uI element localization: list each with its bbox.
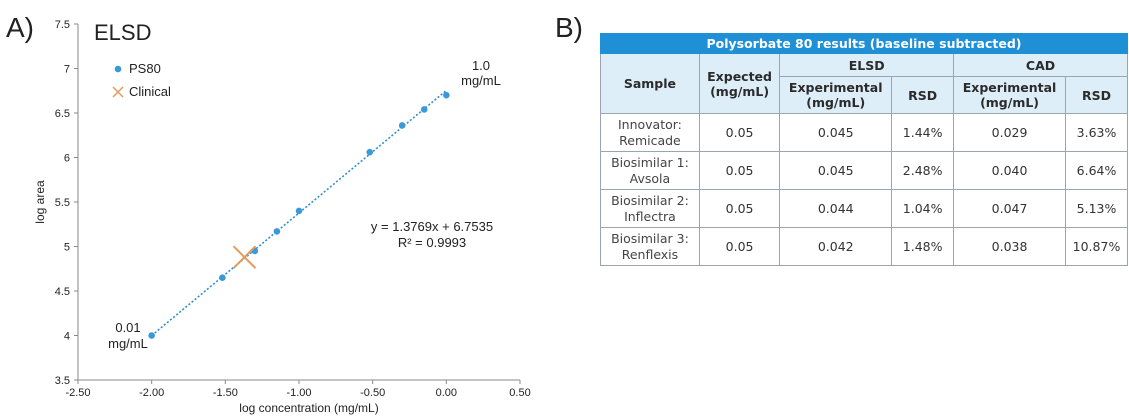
sample-line2: Avsola <box>629 170 671 186</box>
header-sample: Sample <box>600 53 700 114</box>
data-point-ps80 <box>295 207 303 215</box>
y-tick-label: 4.5 <box>55 286 70 298</box>
cad-experimental-cell: 0.029 <box>953 113 1066 152</box>
data-point-ps80 <box>366 148 374 156</box>
chart-axes <box>74 23 521 384</box>
y-tick-label: 7.5 <box>55 19 70 31</box>
annotation-high-unit: mg/mL <box>461 73 501 88</box>
x-tick-label: -0.50 <box>360 387 385 399</box>
header-group-cad: CAD <box>953 53 1128 77</box>
x-tick-label: -1.50 <box>213 387 238 399</box>
y-tick-label: 6 <box>64 153 70 165</box>
elsd-experimental-cell: 0.044 <box>779 189 893 228</box>
annotation-low-unit: mg/mL <box>108 336 148 351</box>
header-cad-experimental: Experimental (mg/mL) <box>953 76 1066 114</box>
legend-label-clinical: Clinical <box>129 84 171 99</box>
sample-cell: Innovator: Remicade <box>600 113 700 152</box>
data-point-ps80 <box>219 274 226 281</box>
header-cad-rsd: RSD <box>1065 76 1128 114</box>
sample-line2: Renflexis <box>621 246 679 262</box>
chart-title: ELSD <box>94 20 151 45</box>
sample-cell: Biosimilar 1: Avsola <box>600 151 700 190</box>
header-cad-experimental-line1: Experimental <box>962 80 1057 95</box>
expected-cell: 0.05 <box>698 113 781 152</box>
sample-line1: Biosimilar 1: <box>611 154 689 170</box>
header-elsd-experimental-line2: (mg/mL) <box>806 95 866 110</box>
y-tick-label: 5.5 <box>55 197 70 209</box>
trendline-r-squared: R² = 0.9993 <box>398 235 466 250</box>
elsd-rsd-cell: 1.44% <box>891 113 955 152</box>
calibration-chart: 3.5 4 4.5 5 5.5 6 6.5 7 7.5 -2.50 -2.00 -1.50 -1.00 -… <box>33 19 531 415</box>
x-tick-label: -1.00 <box>286 387 311 399</box>
expected-cell: 0.05 <box>698 227 781 266</box>
data-point-ps80 <box>273 228 281 235</box>
header-elsd-rsd: RSD <box>891 76 955 114</box>
annotation-high-value: 1.0 <box>472 58 490 73</box>
cad-rsd-cell: 6.64% <box>1065 151 1128 190</box>
elsd-rsd-cell: 1.48% <box>891 227 955 266</box>
sample-cell: Biosimilar 3: Renflexis <box>600 227 700 266</box>
y-axis-label: log area <box>33 180 47 224</box>
data-point-ps80 <box>148 332 155 339</box>
expected-cell: 0.05 <box>698 151 781 190</box>
table-row: Biosimilar 1: Avsola 0.05 0.045 2.48% 0.… <box>600 151 1128 190</box>
cad-experimental-cell: 0.047 <box>953 189 1066 228</box>
y-tick-label: 6.5 <box>55 108 70 120</box>
header-elsd-experimental: Experimental (mg/mL) <box>779 76 893 114</box>
sample-line2: Remicade <box>619 132 681 148</box>
header-expected-line1: Expected <box>707 68 772 84</box>
sample-line1: Innovator: <box>617 116 682 132</box>
data-point-ps80 <box>443 91 450 99</box>
table-row: Biosimilar 2: Inflectra 0.05 0.044 1.04%… <box>600 189 1128 228</box>
results-table-container: Polysorbate 80 results (baseline subtrac… <box>600 33 1128 266</box>
cad-experimental-cell: 0.040 <box>953 151 1066 190</box>
x-tick-label: -2.50 <box>65 387 90 399</box>
x-tick-label: 0.50 <box>509 387 530 399</box>
x-tick-label: 0.00 <box>436 387 457 399</box>
annotation-low-value: 0.01 <box>115 320 140 335</box>
panel-label-b: B) <box>555 12 583 43</box>
header-elsd-experimental-line1: Experimental <box>788 80 883 95</box>
results-table: Polysorbate 80 results (baseline subtrac… <box>600 33 1128 266</box>
x-axis-label: log concentration (mg/mL) <box>239 401 378 415</box>
header-cad-experimental-line2: (mg/mL) <box>980 95 1040 110</box>
header-expected: Expected (mg/mL) <box>698 53 781 114</box>
table-title: Polysorbate 80 results (baseline subtrac… <box>600 33 1128 54</box>
legend-marker-ps80 <box>114 65 122 73</box>
legend-marker-clinical <box>112 86 124 98</box>
cad-rsd-cell: 5.13% <box>1065 189 1128 228</box>
cad-rsd-cell: 10.87% <box>1065 227 1128 266</box>
chart-text-layer: 3.5 4 4.5 5 5.5 6 6.5 7 7.5 -2.50 -2.00 -1.50 -1.00 -… <box>33 19 531 415</box>
sample-cell: Biosimilar 2: Inflectra <box>600 189 700 228</box>
header-group-elsd: ELSD <box>779 53 955 77</box>
data-point-ps80 <box>420 106 428 113</box>
elsd-rsd-cell: 2.48% <box>891 151 955 190</box>
table-row: Innovator: Remicade 0.05 0.045 1.44% 0.0… <box>600 113 1128 152</box>
cad-rsd-cell: 3.63% <box>1065 113 1128 152</box>
sample-line2: Inflectra <box>624 208 676 224</box>
y-tick-label: 3.5 <box>55 375 70 387</box>
elsd-rsd-cell: 1.04% <box>891 189 955 228</box>
y-tick-label: 7 <box>64 64 70 76</box>
expected-cell: 0.05 <box>698 189 781 228</box>
elsd-experimental-cell: 0.045 <box>779 151 893 190</box>
sample-line1: Biosimilar 2: <box>611 192 689 208</box>
y-tick-label: 4 <box>64 331 70 343</box>
elsd-experimental-cell: 0.045 <box>779 113 893 152</box>
cad-experimental-cell: 0.038 <box>953 227 1066 266</box>
legend-label-ps80: PS80 <box>129 61 161 76</box>
data-point-ps80 <box>398 122 406 129</box>
header-expected-line2: (mg/mL) <box>710 83 770 99</box>
table-row: Biosimilar 3: Renflexis 0.05 0.042 1.48%… <box>600 227 1128 266</box>
x-tick-label: -2.00 <box>139 387 164 399</box>
panel-label-a: A) <box>6 12 34 43</box>
sample-line1: Biosimilar 3: <box>611 230 689 246</box>
data-point-clinical <box>232 245 257 269</box>
elsd-experimental-cell: 0.042 <box>779 227 893 266</box>
trendline-equation: y = 1.3769x + 6.7535 <box>371 219 493 234</box>
y-tick-label: 5 <box>64 242 70 254</box>
data-points-layer <box>148 91 450 339</box>
